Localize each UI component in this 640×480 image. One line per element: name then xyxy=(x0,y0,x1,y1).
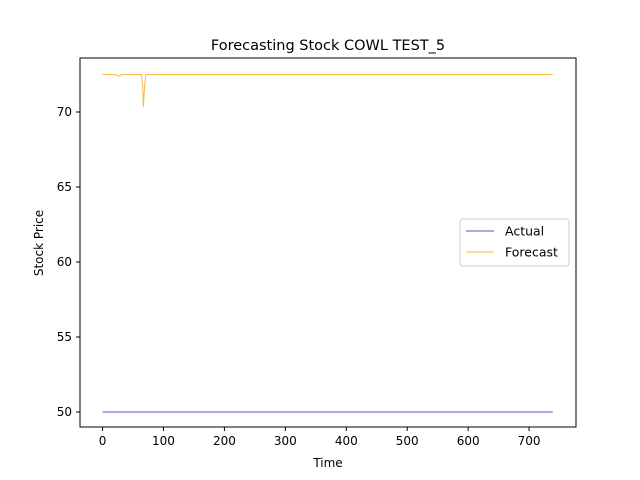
plot-frame xyxy=(79,57,577,428)
legend-label-actual: Actual xyxy=(505,224,544,239)
chart-title: Forecasting Stock COWL TEST_5 xyxy=(211,38,445,54)
x-tick-label: 0 xyxy=(99,434,107,448)
plot-area: 0 100 200 300 400 500 600 700 50 55 60 65 70 xyxy=(57,57,577,448)
y-tick-label: 50 xyxy=(57,405,72,419)
x-axis-label: Time xyxy=(312,456,342,470)
y-tick-label: 65 xyxy=(57,180,72,194)
x-tick-label: 100 xyxy=(152,434,175,448)
legend: Actual Forecast xyxy=(459,218,570,267)
legend-label-forecast: Forecast xyxy=(505,245,558,260)
series-line-forecast xyxy=(102,74,553,108)
x-tick-label: 300 xyxy=(274,434,297,448)
x-tick-label: 400 xyxy=(335,434,358,448)
y-tick-label: 70 xyxy=(57,105,72,119)
y-tick-label: 60 xyxy=(57,255,72,269)
x-tick-label: 200 xyxy=(213,434,236,448)
y-tick-label: 55 xyxy=(57,330,72,344)
x-tick-label: 600 xyxy=(457,434,480,448)
x-tick-label: 500 xyxy=(396,434,419,448)
x-tick-label: 700 xyxy=(518,434,541,448)
y-axis-label: Stock Price xyxy=(32,210,46,276)
